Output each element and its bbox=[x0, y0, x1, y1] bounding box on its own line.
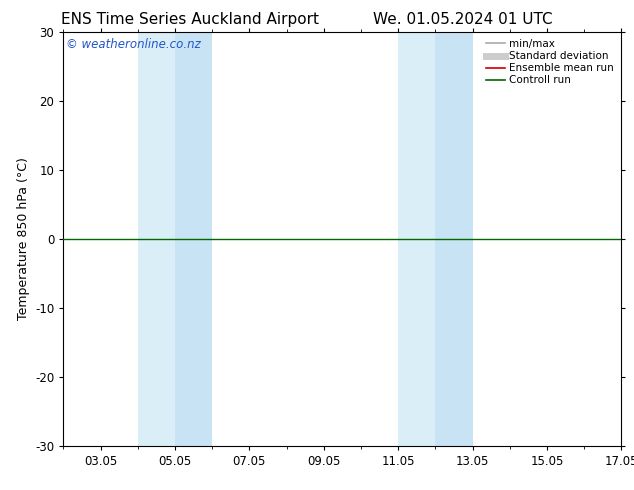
Text: ENS Time Series Auckland Airport: ENS Time Series Auckland Airport bbox=[61, 12, 319, 27]
Text: We. 01.05.2024 01 UTC: We. 01.05.2024 01 UTC bbox=[373, 12, 553, 27]
Y-axis label: Temperature 850 hPa (°C): Temperature 850 hPa (°C) bbox=[16, 157, 30, 320]
Bar bbox=[175, 32, 212, 446]
Bar bbox=[398, 32, 436, 446]
Text: © weatheronline.co.nz: © weatheronline.co.nz bbox=[66, 38, 201, 51]
Bar bbox=[138, 32, 175, 446]
Legend: min/max, Standard deviation, Ensemble mean run, Controll run: min/max, Standard deviation, Ensemble me… bbox=[482, 35, 618, 90]
Bar bbox=[436, 32, 472, 446]
